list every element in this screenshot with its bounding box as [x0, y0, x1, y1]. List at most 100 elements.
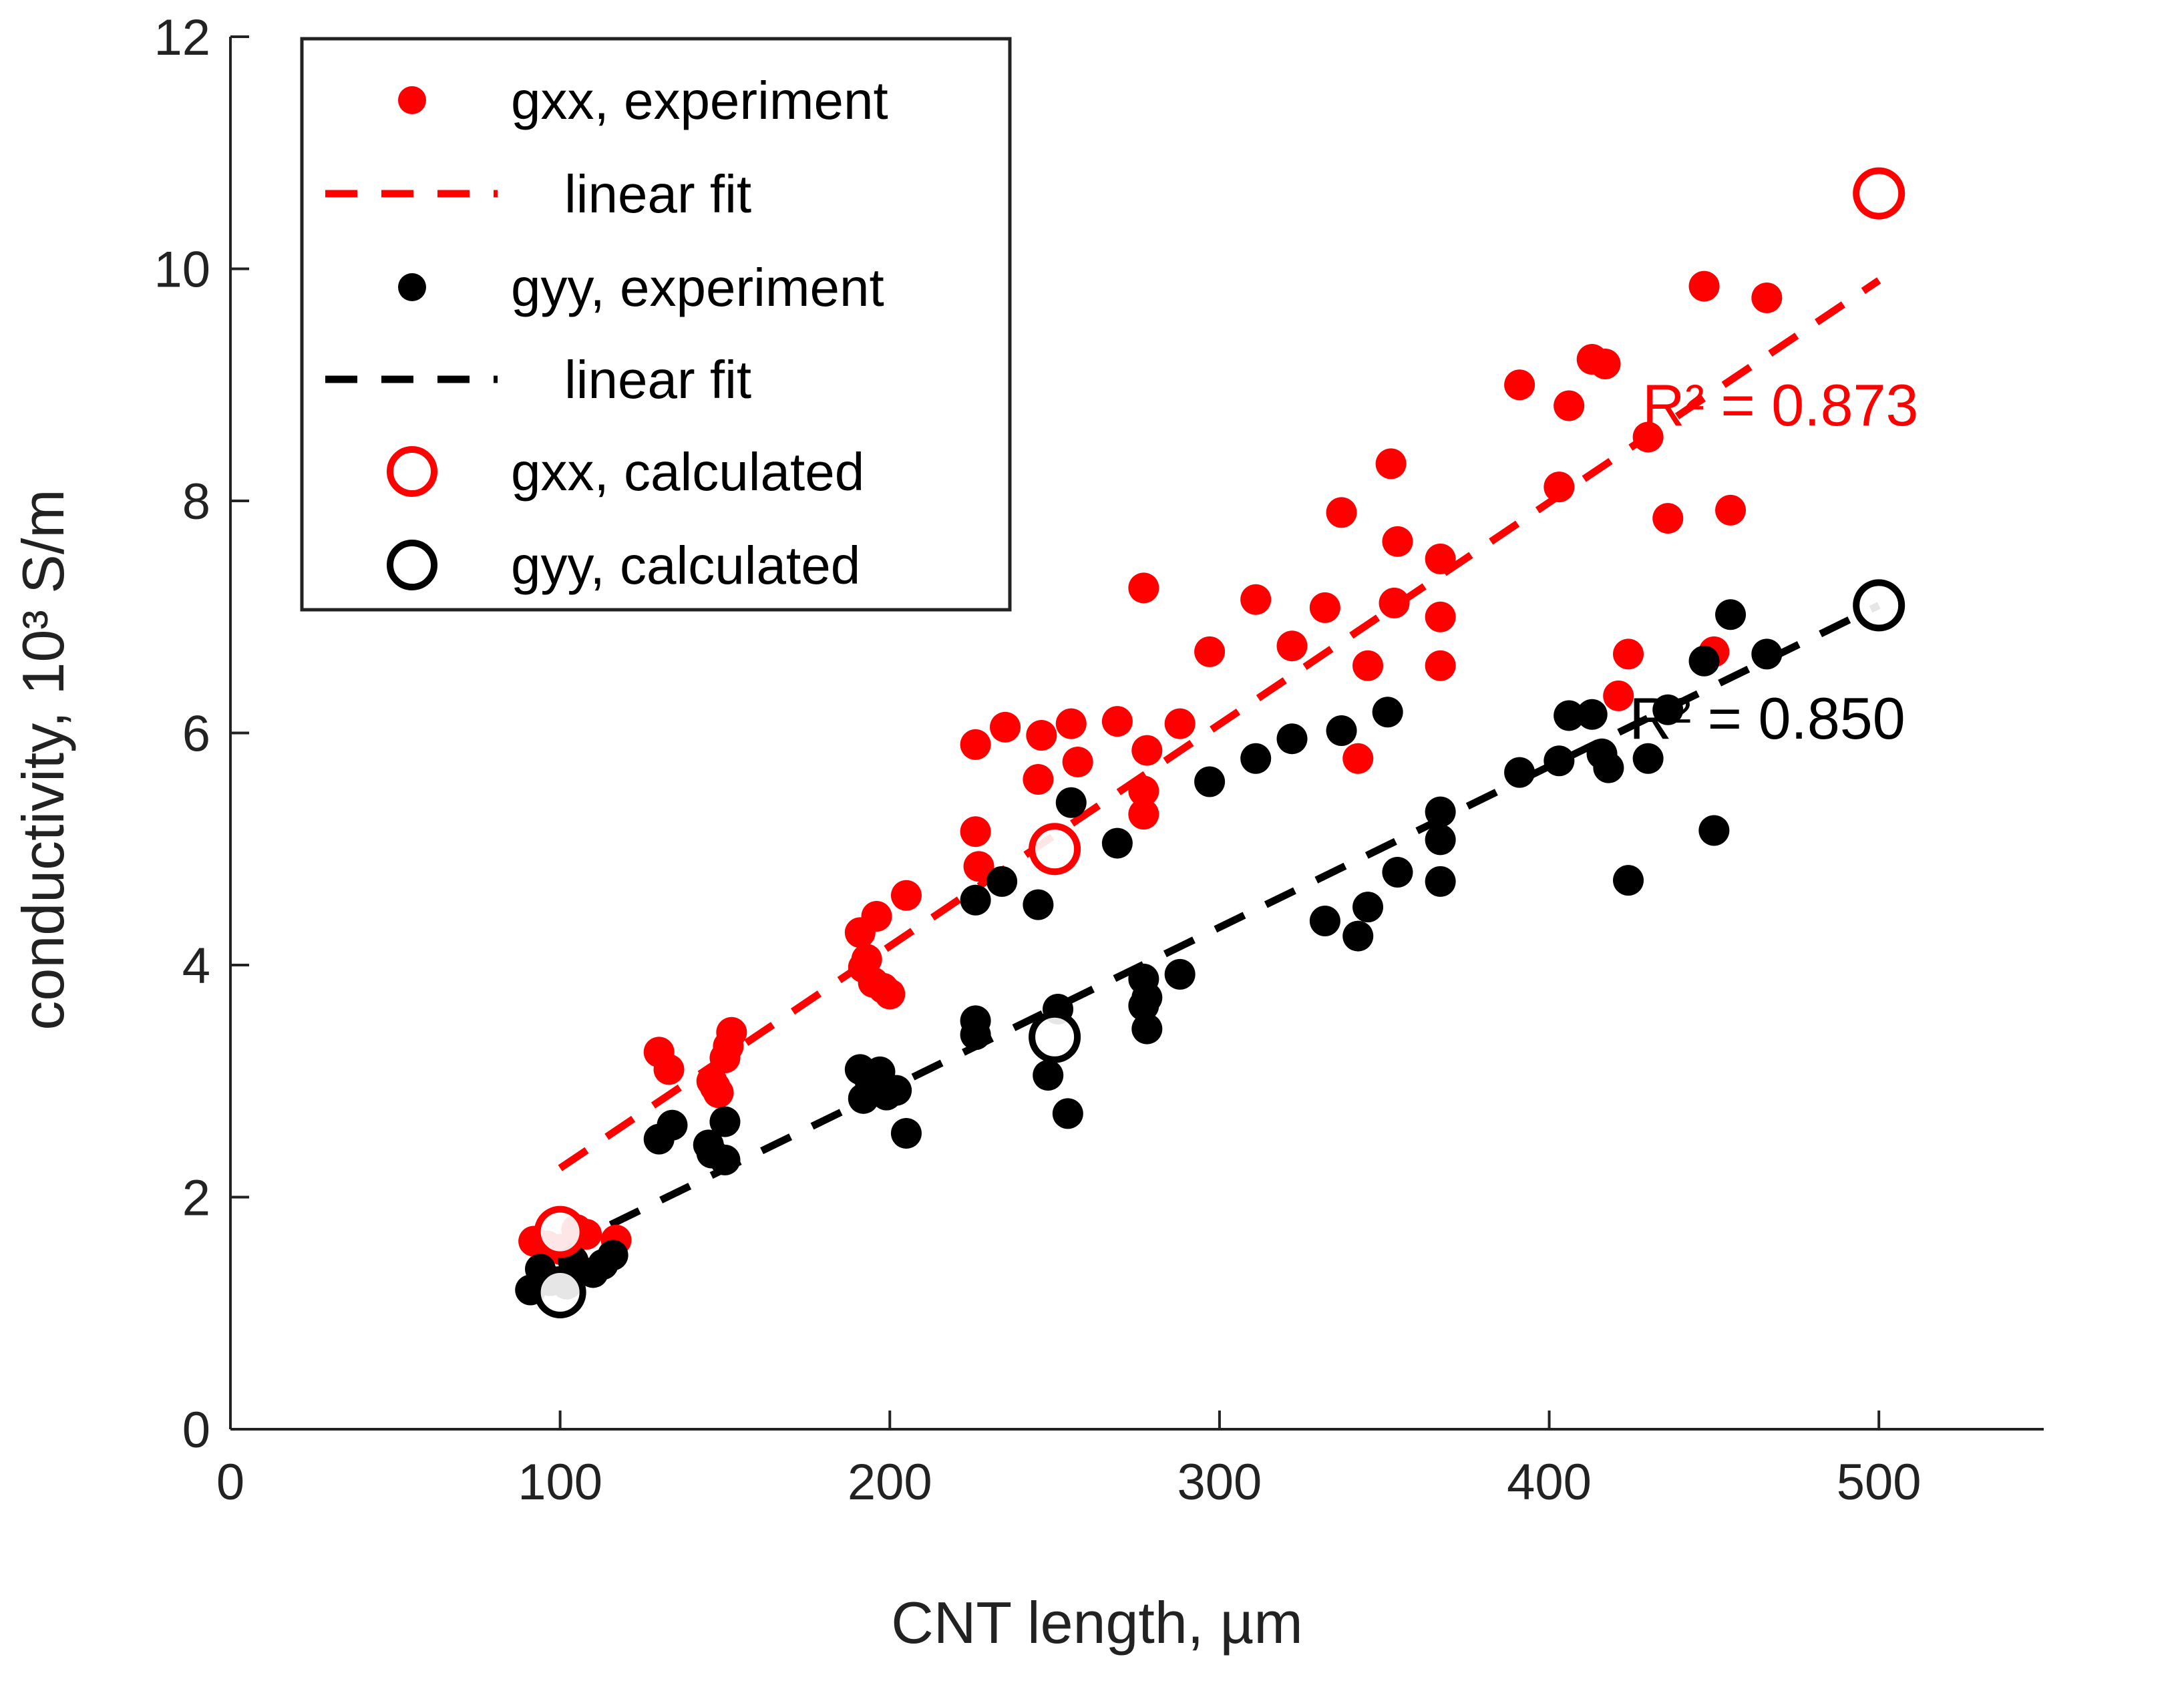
gyy-experiment-point	[1425, 824, 1456, 856]
gxx-calculated-point	[1029, 823, 1081, 876]
gxx-experiment-point	[1425, 543, 1456, 574]
x-tick-label: 300	[1177, 1454, 1262, 1511]
gxx-experiment-point	[1128, 572, 1159, 604]
gxx-experiment-point	[963, 851, 994, 882]
gxx-experiment-point	[874, 978, 906, 1010]
gxx-experiment-point	[1194, 636, 1226, 667]
legend-marker-4	[387, 446, 437, 497]
gyy-experiment-point	[657, 1109, 688, 1141]
gyy-experiment-point	[1425, 866, 1456, 897]
gxx-experiment-point	[1543, 472, 1575, 503]
r-squared-label: R² = 0.873	[1642, 372, 1918, 438]
gxx-experiment-point	[1326, 497, 1357, 528]
gxx-experiment-point	[1379, 587, 1410, 618]
gyy-experiment-point	[1033, 1060, 1064, 1091]
gxx-experiment-point	[1603, 680, 1634, 711]
legend-label-gyy-calculated: gyy, calculated	[511, 536, 860, 595]
legend-label-gxx-linear-fit: linear fit	[564, 164, 751, 224]
gyy-experiment-point	[597, 1240, 628, 1271]
gyy-experiment-point	[1023, 889, 1054, 920]
legend-label-gxx-calculated: gxx, calculated	[511, 442, 864, 502]
gyy-experiment-point	[709, 1144, 741, 1175]
fit-line-3	[558, 602, 1881, 1253]
gxx-experiment-point	[1425, 601, 1456, 632]
x-axis-label: CNT length, µm	[891, 1590, 1302, 1656]
gyy-experiment-point	[1194, 766, 1226, 797]
gxx-experiment-point	[1101, 706, 1133, 737]
legend-label-gxx-experiment: gxx, experiment	[511, 71, 888, 130]
gxx-experiment-point	[703, 1077, 734, 1109]
gyy-experiment-point	[1342, 920, 1374, 952]
gyy-experiment-point	[1688, 645, 1720, 677]
gyy-experiment-point	[709, 1106, 741, 1137]
y-tick-label: 6	[182, 706, 210, 763]
gxx-experiment-point	[1055, 708, 1087, 739]
gyy-experiment-point	[1352, 892, 1384, 923]
gxx-experiment-point	[1240, 584, 1272, 615]
gyy-experiment-point	[1504, 757, 1535, 788]
y-tick-label: 4	[182, 938, 210, 994]
gxx-experiment-point	[1128, 775, 1159, 807]
gxx-calculated-point	[534, 1205, 586, 1258]
gxx-experiment-point	[1276, 630, 1308, 662]
gxx-experiment-point	[1554, 390, 1585, 421]
gyy-experiment-point	[1613, 865, 1644, 896]
gxx-experiment-point	[960, 729, 991, 760]
legend-marker-0	[398, 86, 426, 114]
gxx-experiment-point	[1023, 764, 1054, 795]
gyy-experiment-point	[1751, 638, 1783, 670]
gyy-experiment-point	[1715, 599, 1747, 630]
y-tick-label: 10	[154, 242, 210, 299]
gyy-experiment-point	[1372, 697, 1403, 728]
y-tick-label: 8	[182, 474, 210, 530]
gyy-experiment-point	[1131, 1013, 1163, 1045]
gyy-experiment-point	[1632, 743, 1664, 774]
y-axis-label: conductivity, 10³ S/m	[10, 489, 76, 1030]
gxx-experiment-point	[1375, 448, 1407, 480]
gxx-experiment-point	[1352, 650, 1384, 681]
gxx-experiment-point	[990, 711, 1021, 743]
legend-label-gyy-experiment: gyy, experiment	[511, 258, 884, 317]
gyy-experiment-point	[1276, 723, 1308, 755]
gxx-calculated-point	[1853, 167, 1905, 220]
gxx-experiment-point	[716, 1016, 747, 1048]
gxx-experiment-point	[1131, 735, 1163, 766]
y-tick-label: 2	[182, 1170, 210, 1227]
gyy-experiment-point	[1164, 958, 1196, 990]
gyy-calculated-point	[1029, 1010, 1081, 1063]
gyy-calculated-point	[1853, 579, 1905, 632]
gxx-experiment-point	[861, 901, 892, 932]
gyy-experiment-point	[986, 866, 1018, 897]
gxx-experiment-point	[1128, 799, 1159, 830]
gyy-experiment-point	[1425, 796, 1456, 827]
gxx-experiment-point	[1688, 270, 1720, 302]
gxx-experiment-point	[1062, 746, 1093, 777]
gyy-experiment-point	[960, 884, 991, 916]
r-squared-label: R² = 0.850	[1629, 685, 1905, 751]
legend-markers	[325, 86, 498, 590]
gyy-experiment-point	[1576, 699, 1608, 730]
gxx-experiment-point	[1026, 719, 1057, 751]
annotations: R² = 0.873 R² = 0.850	[1629, 372, 1918, 751]
y-axis-ticks: 0 2 4 6 8 10 12	[154, 9, 249, 1459]
gyy-calculated-point	[534, 1266, 586, 1318]
gyy-experiment-point	[1593, 752, 1624, 783]
gyy-experiment-point	[960, 1019, 991, 1051]
fit-lines	[558, 277, 1881, 1253]
gxx-experiment-point	[1382, 526, 1413, 557]
gyy-experiment-point	[1382, 857, 1413, 888]
gyy-experiment-point	[1554, 700, 1585, 731]
legend-marker-5	[387, 540, 437, 590]
gxx-experiment-point	[1164, 708, 1196, 739]
gxx-experiment-point	[1632, 421, 1664, 453]
legend-box	[300, 37, 1012, 612]
gxx-experiment-point	[1425, 650, 1456, 681]
gyy-experiment-point	[1101, 827, 1133, 859]
gyy-experiment-point	[1055, 787, 1087, 818]
gxx-experiment-point	[960, 816, 991, 848]
y-tick-label: 12	[154, 9, 210, 66]
gyy-experiment-point	[1131, 982, 1163, 1013]
gxx-experiment-point	[1613, 638, 1644, 670]
gxx-experiment-point	[1652, 503, 1684, 534]
